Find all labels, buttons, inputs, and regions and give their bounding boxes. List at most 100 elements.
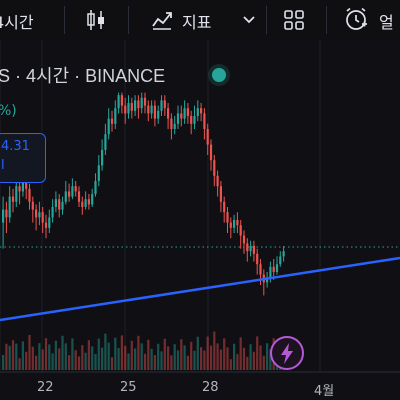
volume-bar (266, 343, 269, 370)
volume-bar (74, 350, 77, 370)
interval-selector[interactable]: 4시간 (0, 13, 34, 32)
volume-bar (252, 351, 255, 370)
top-toolbar: 4시간 지표 얼 (0, 0, 400, 40)
candle-body (5, 209, 8, 218)
volume-bar (233, 343, 236, 370)
trendline (0, 256, 400, 322)
volume-bar (54, 340, 57, 370)
symbol-title: S · 4시간 · BINANCE (0, 66, 166, 86)
volume-bar (41, 349, 44, 370)
alarm-icon[interactable] (343, 6, 369, 32)
volume-bar (213, 331, 216, 370)
volume-bar (157, 343, 160, 370)
candle-body (239, 225, 242, 236)
volume-bar (84, 352, 87, 370)
volume-bar (107, 342, 110, 370)
volume-bar (5, 343, 8, 370)
volume-bar (143, 353, 147, 370)
candle-body (38, 212, 41, 218)
volume-bar (196, 336, 199, 370)
volume-bar (206, 336, 209, 370)
indicators-icon[interactable] (150, 8, 174, 32)
layout-grid-icon[interactable] (282, 8, 306, 32)
volume-bar (97, 338, 100, 370)
volume-bar (216, 343, 219, 370)
volume-bar (127, 353, 130, 370)
volume-bar (64, 343, 67, 370)
candle-body (150, 105, 153, 114)
candle-body (140, 97, 143, 109)
volume-bar (236, 354, 239, 370)
candle-body (246, 243, 249, 252)
price-box[interactable]: 4.31 l (0, 133, 46, 183)
volume-bar (256, 336, 259, 370)
candles-icon[interactable] (84, 8, 108, 32)
x-tick-label: 4월 (314, 384, 335, 399)
candle-body (229, 222, 232, 228)
candle-body (170, 118, 173, 129)
volume-bar (25, 351, 28, 370)
volume-bar (190, 341, 193, 370)
candle-body (81, 201, 84, 207)
volume-bar (209, 345, 213, 370)
candle-body (48, 217, 51, 228)
candle-body (223, 201, 226, 213)
price-change-text: %) (0, 103, 17, 119)
volume-bar (150, 348, 153, 370)
lightning-button[interactable] (270, 336, 304, 370)
volume-bar (104, 333, 107, 370)
volume-bar (2, 355, 5, 370)
chevron-down-icon[interactable] (242, 13, 256, 27)
volume-bar (203, 350, 206, 370)
candle-body (233, 220, 236, 228)
candle-body (203, 113, 206, 129)
candle-body (180, 113, 183, 119)
volume-bar (180, 339, 183, 370)
volume-bar (153, 355, 156, 370)
candle-body (2, 209, 5, 223)
lightning-icon (281, 343, 293, 364)
volume-bar (68, 355, 71, 370)
volume-bar (173, 344, 176, 370)
candle-body (35, 209, 38, 218)
candle-body (259, 264, 262, 275)
candle-body (114, 108, 117, 124)
volume-bar (38, 343, 41, 370)
candle-body (110, 118, 114, 124)
candle-body (200, 108, 203, 114)
volume-bar (44, 338, 48, 370)
candle-body (242, 235, 246, 244)
candle-body (186, 108, 189, 116)
volume-bar (35, 355, 38, 370)
volume-bar (124, 345, 127, 370)
volume-bar (223, 338, 226, 370)
volume-bar (239, 337, 242, 370)
candle-body (279, 256, 282, 265)
candle-body (153, 105, 156, 119)
x-tick-label: 22 (37, 380, 54, 395)
volume-bar (48, 344, 51, 370)
volume-bar (176, 350, 180, 370)
volume-bar (249, 344, 252, 370)
candle-body (21, 181, 24, 192)
candle-body (219, 186, 222, 202)
candle-body (58, 199, 61, 210)
indicators-button-label[interactable]: 지표 (182, 13, 212, 32)
candle-body (15, 186, 18, 202)
volume-bar (140, 343, 143, 370)
candle-body (147, 105, 150, 114)
volume-bar (259, 345, 262, 370)
candle-body (252, 246, 255, 254)
market-open-indicator (212, 68, 226, 82)
price-box-value: 4.31 (1, 139, 30, 154)
volume-bar (28, 335, 31, 370)
alert-button-label[interactable]: 얼 (379, 13, 394, 32)
candle-body (124, 105, 127, 114)
candle-body (18, 186, 21, 192)
volume-bar (200, 347, 203, 370)
candle-body (31, 201, 34, 210)
candle-body (236, 220, 239, 226)
volume-bar (120, 335, 123, 370)
candle-body (275, 264, 279, 272)
